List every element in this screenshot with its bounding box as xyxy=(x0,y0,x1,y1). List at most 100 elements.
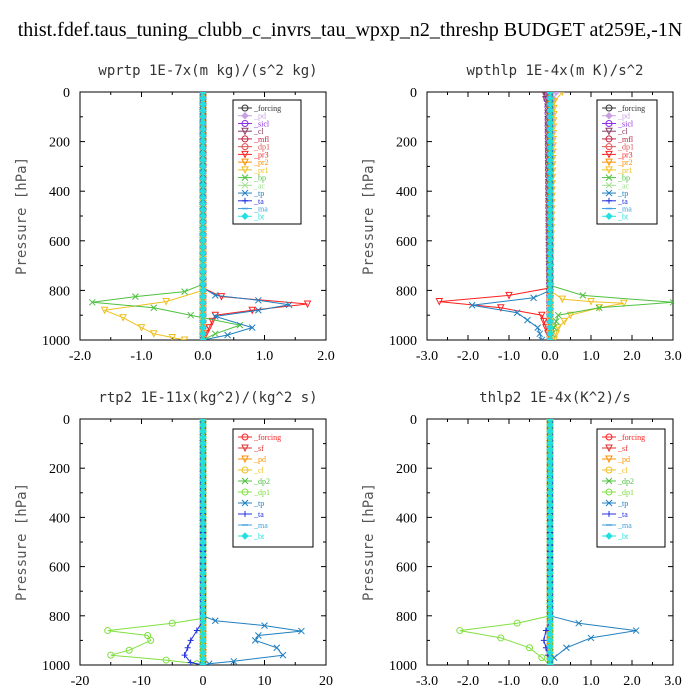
legend-label: _bp xyxy=(253,174,266,183)
data-point-bp xyxy=(595,304,603,312)
x-tick-label: -2.0 xyxy=(457,349,479,364)
legend-label: _cl xyxy=(617,466,629,475)
legend-marker xyxy=(605,127,613,136)
chart-panel-2: wpthlp 1E-4x(m K)/s^2 Pressure [hPa] 0 200 4… xyxy=(361,63,682,364)
x-tick-label: -2.0 xyxy=(457,674,479,689)
chart-title: wprtp 1E-7x(m kg)/(s^2 kg) xyxy=(98,63,317,79)
legend-marker xyxy=(605,455,613,464)
legend-label: _ta xyxy=(617,510,628,519)
legend-marker xyxy=(241,499,249,507)
data-point-pr1 xyxy=(180,336,189,340)
legend-marker xyxy=(241,119,249,127)
data-point-pr1 xyxy=(550,336,558,340)
data-point-dp1 xyxy=(513,619,521,627)
data-point-pr1 xyxy=(587,298,595,306)
legend-box xyxy=(232,428,314,548)
legend-marker xyxy=(605,104,613,112)
legend-marker xyxy=(605,212,613,220)
data-point-bp xyxy=(181,288,188,295)
data-point-bt xyxy=(199,336,207,340)
legend-label: _dp1 xyxy=(617,143,634,152)
legend-label: _bp xyxy=(617,174,630,183)
data-point-ta xyxy=(540,637,547,644)
legend-marker xyxy=(606,197,612,204)
x-tick-label: 20 xyxy=(319,674,333,689)
data-point-tp xyxy=(199,419,207,423)
legend-label: _ta xyxy=(253,510,264,519)
data-point-dp1 xyxy=(456,627,464,635)
data-point-pr3 xyxy=(537,311,546,320)
data-point-dp1 xyxy=(168,619,176,627)
data-point-tp xyxy=(285,301,293,309)
legend-marker xyxy=(241,112,249,120)
data-point-tp xyxy=(587,634,595,642)
legend-label: _ma xyxy=(253,205,268,214)
legend-marker xyxy=(241,532,249,540)
data-point-tp xyxy=(254,632,262,639)
legend-marker xyxy=(241,150,249,159)
chart-title: wpthlp 1E-4x(m K)/s^2 xyxy=(466,63,643,79)
x-tick-label: -1.0 xyxy=(498,349,520,364)
data-point-bp xyxy=(88,298,96,306)
legend-marker xyxy=(241,143,249,151)
data-point-pr1 xyxy=(168,334,177,340)
data-point-tp xyxy=(534,324,542,331)
y-tick-label: 0 xyxy=(63,86,70,101)
y-tick-label: 400 xyxy=(396,185,417,200)
data-point-tp xyxy=(251,637,259,644)
chart-panel-1: wprtp 1E-7x(m kg)/(s^2 kg) Pressure [hPa]… xyxy=(14,63,335,364)
data-point-bt xyxy=(546,661,554,665)
legend-marker xyxy=(605,532,613,540)
legend-marker xyxy=(241,127,249,136)
legend-marker xyxy=(241,104,249,112)
legend: _forcing_pd_sicl_cl_mfl_dp1_pr3_pr2_pr1_… xyxy=(596,99,658,225)
data-point-dp1 xyxy=(526,644,533,652)
y-tick-label: 800 xyxy=(49,284,70,299)
legend-marker xyxy=(241,444,249,453)
chart-title: rtp2 1E-11x(kg^2)/(kg^2 s) xyxy=(98,390,317,406)
y-tick-label: 200 xyxy=(49,136,70,151)
legend-label: _forcing xyxy=(253,104,281,113)
legend-label: _forcing xyxy=(617,104,645,113)
data-point-tp xyxy=(224,331,231,339)
legend-label: _forcing xyxy=(253,433,281,442)
legend-label: _ta xyxy=(617,197,628,206)
data-point-tp xyxy=(254,306,262,314)
x-tick-label: -3.0 xyxy=(416,349,438,364)
x-tick-label: -20 xyxy=(71,674,90,689)
y-tick-label: 600 xyxy=(396,235,417,250)
legend-marker xyxy=(605,433,613,441)
data-point-tp xyxy=(254,296,262,304)
data-point-pr1 xyxy=(119,314,127,322)
data-point-tp xyxy=(546,92,554,96)
x-tick-label: 0.0 xyxy=(541,674,559,689)
panels-group: wprtp 1E-7x(m kg)/(s^2 kg) Pressure [hPa]… xyxy=(14,63,682,689)
x-tick-label: 1.0 xyxy=(256,349,274,364)
legend-label: _ma xyxy=(617,521,632,530)
legend-marker xyxy=(605,135,613,143)
data-point-ta xyxy=(187,659,194,665)
data-point-tp xyxy=(211,313,219,320)
legend-label: _mfl xyxy=(253,135,270,144)
y-axis-label: Pressure [hPa] xyxy=(361,157,377,275)
x-tick-label: 2.0 xyxy=(317,349,335,364)
x-tick-label: 0 xyxy=(200,674,207,689)
data-point-dp1 xyxy=(125,646,133,654)
data-point-dp1 xyxy=(538,654,546,662)
data-point-tp xyxy=(524,316,531,324)
legend-label: _bt xyxy=(253,212,265,221)
y-tick-label: 1000 xyxy=(389,659,417,674)
legend-label: _bt xyxy=(253,532,265,541)
legend-marker xyxy=(241,158,249,167)
y-tick-label: 600 xyxy=(49,235,70,250)
x-tick-label: 0.0 xyxy=(541,349,559,364)
y-tick-label: 400 xyxy=(396,511,417,526)
legend-label: _bt xyxy=(617,212,629,221)
x-tick-label: 2.0 xyxy=(623,674,641,689)
series-line-tp xyxy=(202,92,290,340)
legend-label: _cl xyxy=(617,127,629,136)
legend-label: _sf xyxy=(253,444,264,453)
series-line-tp xyxy=(202,419,302,665)
data-point-sicl xyxy=(542,92,550,96)
data-point-dp1 xyxy=(144,631,152,639)
